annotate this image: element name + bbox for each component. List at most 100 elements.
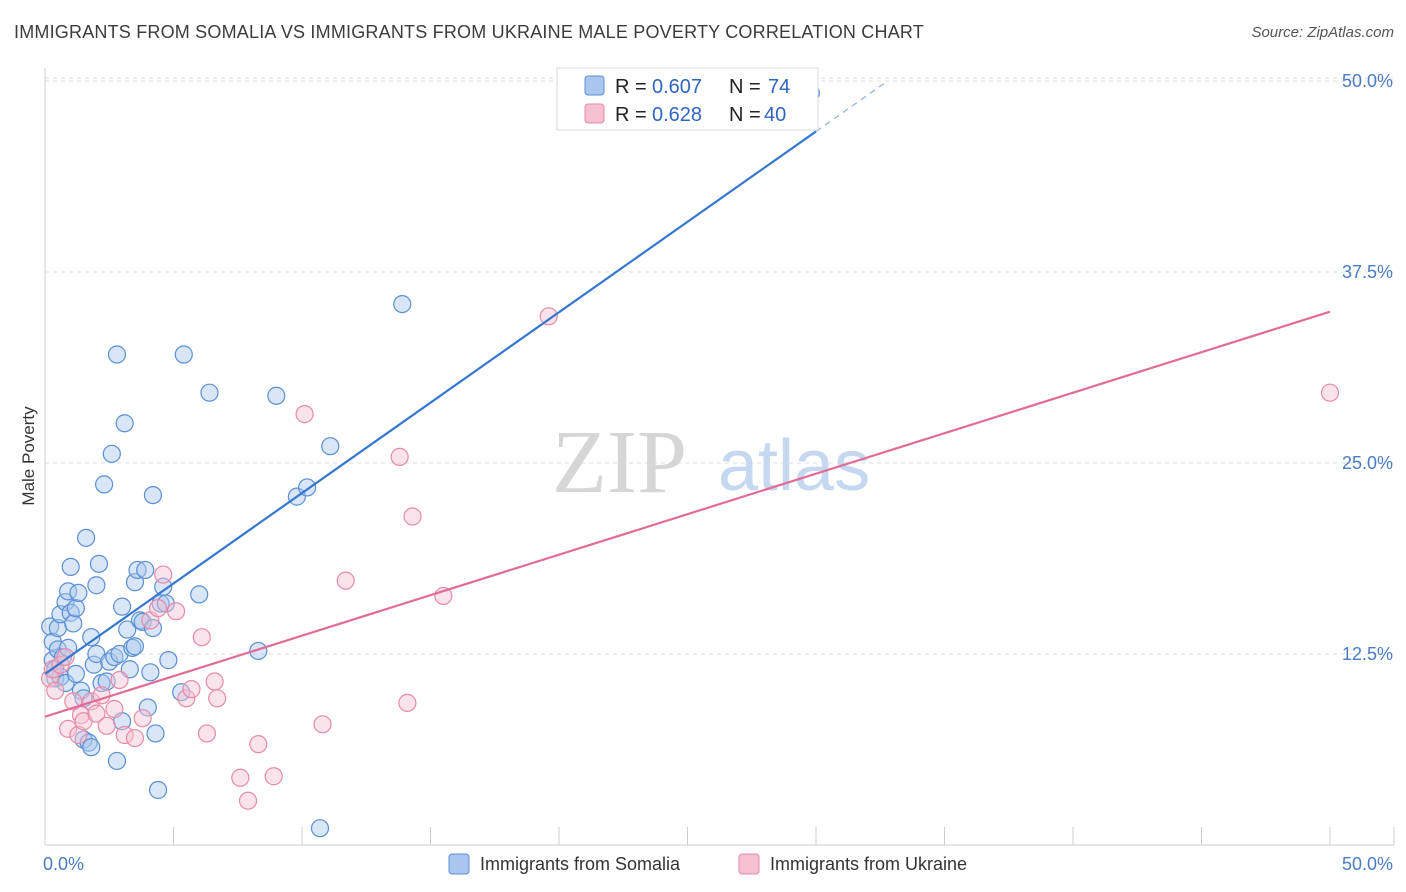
point-somalia <box>267 386 286 405</box>
tick-labels: 12.5% 25.0% 37.5% 50.0% 0.0% 50.0% <box>43 71 1393 874</box>
point-somalia <box>133 612 152 632</box>
point-somalia <box>393 294 412 314</box>
point-ukraine <box>148 599 168 618</box>
y-tick-label: 12.5% <box>1342 644 1393 664</box>
chart-source: Source: ZipAtlas.com <box>1251 24 1394 41</box>
point-ukraine <box>46 681 65 700</box>
point-ukraine <box>110 670 129 690</box>
stats-n-label-ukraine: N = <box>729 104 761 126</box>
point-somalia <box>61 557 80 577</box>
watermark-zip: ZIP <box>552 413 687 512</box>
point-ukraine <box>208 689 227 708</box>
point-ukraine <box>539 307 558 326</box>
point-ukraine <box>249 735 268 754</box>
y-tick-label: 50.0% <box>1342 71 1393 91</box>
stats-r-value-somalia: 0.607 <box>652 76 702 98</box>
scatter-points <box>41 84 1340 838</box>
point-ukraine <box>133 709 152 728</box>
legend-label-ukraine: Immigrants from Ukraine <box>770 854 967 874</box>
point-somalia <box>95 475 114 494</box>
watermark: ZIP atlas <box>552 413 870 512</box>
point-somalia <box>138 698 157 717</box>
point-somalia <box>200 383 219 402</box>
grid-lines <box>45 77 1394 655</box>
point-ukraine <box>1320 383 1340 402</box>
point-somalia <box>41 617 60 636</box>
y-tick-label: 37.5% <box>1342 262 1393 282</box>
stats-swatch-ukraine <box>584 103 605 124</box>
point-ukraine <box>115 725 134 745</box>
series-legend: Immigrants from Somalia Immigrants from … <box>448 853 967 875</box>
point-ukraine <box>197 724 217 743</box>
point-somalia <box>102 444 121 463</box>
point-ukraine <box>192 628 211 647</box>
point-ukraine <box>205 672 224 691</box>
point-somalia <box>87 576 106 595</box>
legend-swatch-somalia <box>448 853 470 875</box>
point-ukraine <box>154 565 173 584</box>
stats-r-label-somalia: R = <box>615 76 647 98</box>
point-ukraine <box>125 728 145 748</box>
point-somalia <box>107 751 127 771</box>
point-ukraine <box>182 680 201 699</box>
stats-n-value-ukraine: 40 <box>764 104 786 126</box>
point-somalia <box>69 583 88 602</box>
point-ukraine <box>59 719 78 738</box>
point-somalia <box>77 528 96 547</box>
point-somalia <box>159 651 178 670</box>
stats-n-value-somalia: 74 <box>768 76 790 98</box>
point-ukraine <box>238 791 258 810</box>
point-somalia <box>190 585 209 604</box>
x-tick-label: 0.0% <box>43 854 84 874</box>
point-somalia <box>141 663 160 682</box>
x-tick-label: 50.0% <box>1342 854 1393 874</box>
point-somalia <box>321 437 340 456</box>
point-somalia <box>174 345 193 364</box>
point-ukraine <box>105 699 124 719</box>
point-ukraine <box>177 689 196 708</box>
point-somalia <box>249 641 268 661</box>
point-somalia <box>148 780 168 800</box>
stats-r-value-ukraine: 0.628 <box>652 104 702 126</box>
point-somalia <box>143 485 163 505</box>
trend-line-somalia <box>44 130 817 675</box>
point-somalia <box>105 647 124 667</box>
point-somalia <box>64 614 83 633</box>
point-ukraine <box>390 447 409 466</box>
point-somalia <box>56 592 75 612</box>
point-ukraine <box>313 715 332 734</box>
point-ukraine <box>97 716 116 735</box>
point-somalia <box>84 655 103 674</box>
point-ukraine <box>166 602 186 621</box>
point-somalia <box>118 620 137 639</box>
point-ukraine <box>231 768 250 787</box>
point-somalia <box>310 819 330 838</box>
point-somalia <box>107 345 127 364</box>
chart-title: IMMIGRANTS FROM SOMALIA VS IMMIGRANTS FR… <box>14 22 924 42</box>
point-somalia <box>115 414 134 433</box>
point-somalia <box>82 738 101 757</box>
point-ukraine <box>87 704 106 723</box>
point-ukraine <box>398 693 417 712</box>
point-somalia <box>146 724 165 743</box>
point-somalia <box>66 664 85 683</box>
y-axis-title: Male Poverty <box>19 406 38 506</box>
stats-n-label-somalia: N = <box>729 76 761 98</box>
point-ukraine <box>295 405 314 424</box>
point-somalia <box>125 637 145 656</box>
y-tick-label: 25.0% <box>1342 453 1393 473</box>
point-ukraine <box>264 767 283 786</box>
legend-swatch-ukraine <box>738 853 760 875</box>
trend-line-ukraine <box>44 310 1331 718</box>
point-somalia <box>66 599 85 618</box>
point-ukraine <box>403 507 422 526</box>
stats-swatch-somalia <box>584 75 605 96</box>
point-somalia <box>112 597 132 616</box>
point-somalia <box>128 560 147 580</box>
trend-line-somalia-extension <box>815 81 886 132</box>
point-somalia <box>89 554 109 573</box>
trend-lines <box>44 81 1331 718</box>
point-ukraine <box>336 571 355 590</box>
watermark-atlas: atlas <box>718 426 870 506</box>
